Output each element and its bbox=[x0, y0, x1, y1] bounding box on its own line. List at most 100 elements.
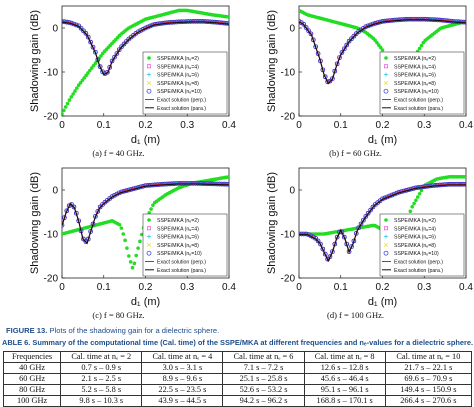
x-tick-label: 0.3 bbox=[180, 120, 194, 131]
point-ne2 bbox=[128, 260, 133, 264]
point-ne2 bbox=[378, 45, 383, 50]
y-tick-label: 0 bbox=[289, 186, 295, 197]
table-cell: 69.6 s – 70.9 s bbox=[384, 373, 473, 385]
point-ne2 bbox=[119, 226, 124, 230]
table-cell: 45.6 s – 46.4 s bbox=[303, 373, 386, 385]
legend-entry: Exact solution (perp.) bbox=[157, 260, 206, 266]
point-ne2 bbox=[86, 71, 90, 75]
legend-marker bbox=[384, 64, 388, 69]
legend: SSPE/MKA (nₑ=2) SSPE/MKA (nₑ=4) SSPE/MKA (… bbox=[142, 213, 228, 277]
x-tick-label: 0.2 bbox=[139, 120, 153, 131]
x-axis-label: d₁ (m) bbox=[131, 134, 160, 146]
legend-entry: SSPE/MKA (nₑ=6) bbox=[157, 73, 199, 79]
x-tick-label: 0.4 bbox=[459, 120, 473, 131]
legend-marker bbox=[383, 250, 389, 256]
chart-panel-a: 0 0.1 0.2 0.3 0.4 0 -10 -20 d₁ (m) Shadowing gain… bbox=[0, 0, 237, 162]
x-tick-label: 0.3 bbox=[180, 282, 194, 293]
table-header-cell: Cal. time at nₑ = 4 bbox=[141, 351, 224, 363]
legend-marker bbox=[384, 72, 388, 77]
point-ne2 bbox=[93, 61, 98, 65]
table-caption: ABLE 6. Summary of the computational tim… bbox=[2, 338, 474, 347]
table-cell: 2.1 s – 2.5 s bbox=[60, 373, 143, 385]
point-ne2 bbox=[138, 239, 142, 244]
legend-box bbox=[142, 213, 228, 277]
point-ne10 bbox=[365, 210, 371, 216]
point-ne2 bbox=[99, 54, 103, 58]
chart-c: 0 0.1 0.2 0.3 0.4 0 -10 -20 d₁ (m) Shadowing gain… bbox=[29, 167, 236, 308]
point-ne2 bbox=[117, 222, 122, 227]
point-ne2 bbox=[125, 246, 129, 250]
y-axis-label: Shadowing gain (dB) bbox=[266, 10, 278, 112]
legend-marker bbox=[384, 234, 388, 239]
point-ne10 bbox=[349, 244, 354, 249]
point-ne2 bbox=[89, 66, 94, 70]
legend-entry: Exact solution (para.) bbox=[157, 268, 206, 274]
table-cell: 80 GHz bbox=[2, 384, 62, 396]
plot-area bbox=[62, 8, 229, 116]
point-ne2 bbox=[415, 195, 420, 199]
table-cell: 40 GHz bbox=[2, 362, 62, 374]
legend-marker bbox=[384, 226, 388, 231]
legend-marker bbox=[384, 56, 388, 60]
x-tick-label: 0.1 bbox=[97, 120, 111, 131]
point-ne2 bbox=[464, 175, 466, 179]
legend-entry: SSPE/MKA (nₑ=10) bbox=[157, 251, 202, 257]
legend-marker bbox=[146, 250, 152, 256]
table-header-row: Frequencies Cal. time at nₑ = 2 Cal. time … bbox=[2, 351, 473, 363]
point-ne10 bbox=[330, 249, 335, 254]
point-ne10 bbox=[308, 31, 314, 37]
table-header-cell: Cal. time at nₑ = 10 bbox=[384, 351, 473, 363]
x-tick-label: 0 bbox=[59, 282, 65, 293]
point-ne2 bbox=[69, 95, 74, 99]
point-ne2 bbox=[62, 108, 66, 113]
legend-entry: Exact solution (para.) bbox=[394, 106, 443, 112]
table-header-cell: Cal. time at nₑ = 8 bbox=[303, 351, 386, 363]
point-ne10 bbox=[344, 42, 350, 48]
point-ne2 bbox=[412, 201, 416, 206]
point-ne10 bbox=[318, 241, 323, 247]
point-ne10 bbox=[104, 69, 110, 75]
y-tick-label: -10 bbox=[281, 68, 296, 79]
chart-d: 0 0.1 0.2 0.3 0.4 0 -10 -20 d₁ (m) Shadowing gain… bbox=[266, 167, 473, 308]
x-axis-label: d₁ (m) bbox=[131, 296, 160, 308]
y-tick-label: -20 bbox=[44, 112, 59, 123]
point-ne10 bbox=[62, 222, 65, 228]
point-ne10 bbox=[363, 214, 369, 219]
point-ne10 bbox=[320, 246, 326, 252]
table-row: 40 GHz 0.7 s – 0.9 s 3.0 s – 3.1 s 7.1 s – … bbox=[2, 362, 473, 374]
table-cell: 266.4 s – 270.6 s bbox=[384, 395, 473, 407]
x-tick-label: 0.2 bbox=[376, 120, 390, 131]
point-ne2 bbox=[227, 175, 229, 179]
table-cell: 7.1 s – 7.2 s bbox=[222, 362, 305, 374]
y-tick-label: -10 bbox=[44, 68, 59, 79]
x-axis-label: d₁ (m) bbox=[368, 134, 397, 146]
table-cell: 3.0 s – 3.1 s bbox=[141, 362, 224, 374]
x-tick-label: 0.4 bbox=[222, 282, 236, 293]
point-ne2 bbox=[71, 92, 75, 96]
panel-caption-c: (c) f = 80 GHz. bbox=[92, 310, 145, 320]
point-ne2 bbox=[91, 63, 96, 68]
point-ne2 bbox=[376, 43, 381, 47]
legend-entry: SSPE/MKA (nₑ=2) bbox=[394, 218, 436, 224]
point-ne2 bbox=[414, 198, 418, 203]
legend-entry: SSPE/MKA (nₑ=4) bbox=[157, 64, 199, 70]
y-tick-label: -20 bbox=[281, 274, 296, 285]
x-tick-label: 0.2 bbox=[139, 282, 153, 293]
table-cell: 60 GHz bbox=[2, 373, 62, 385]
legend-entry: SSPE/MKA (nₑ=4) bbox=[394, 226, 436, 232]
point-ne2 bbox=[65, 101, 70, 106]
point-ne2 bbox=[78, 80, 83, 85]
y-axis-label: Shadowing gain (dB) bbox=[29, 10, 41, 112]
x-tick-label: 0 bbox=[296, 282, 302, 293]
point-ne2 bbox=[127, 254, 131, 258]
series-exact-para bbox=[299, 19, 466, 85]
point-ne10 bbox=[124, 39, 129, 44]
point-ne10 bbox=[346, 38, 352, 44]
point-ne10 bbox=[349, 36, 354, 42]
legend-marker bbox=[147, 72, 151, 77]
point-ne2 bbox=[123, 238, 127, 243]
table-cell: 100 GHz bbox=[2, 395, 62, 407]
point-ne6 bbox=[62, 223, 64, 227]
legend-entry: SSPE/MKA (nₑ=2) bbox=[157, 56, 199, 62]
point-ne2 bbox=[136, 246, 140, 250]
